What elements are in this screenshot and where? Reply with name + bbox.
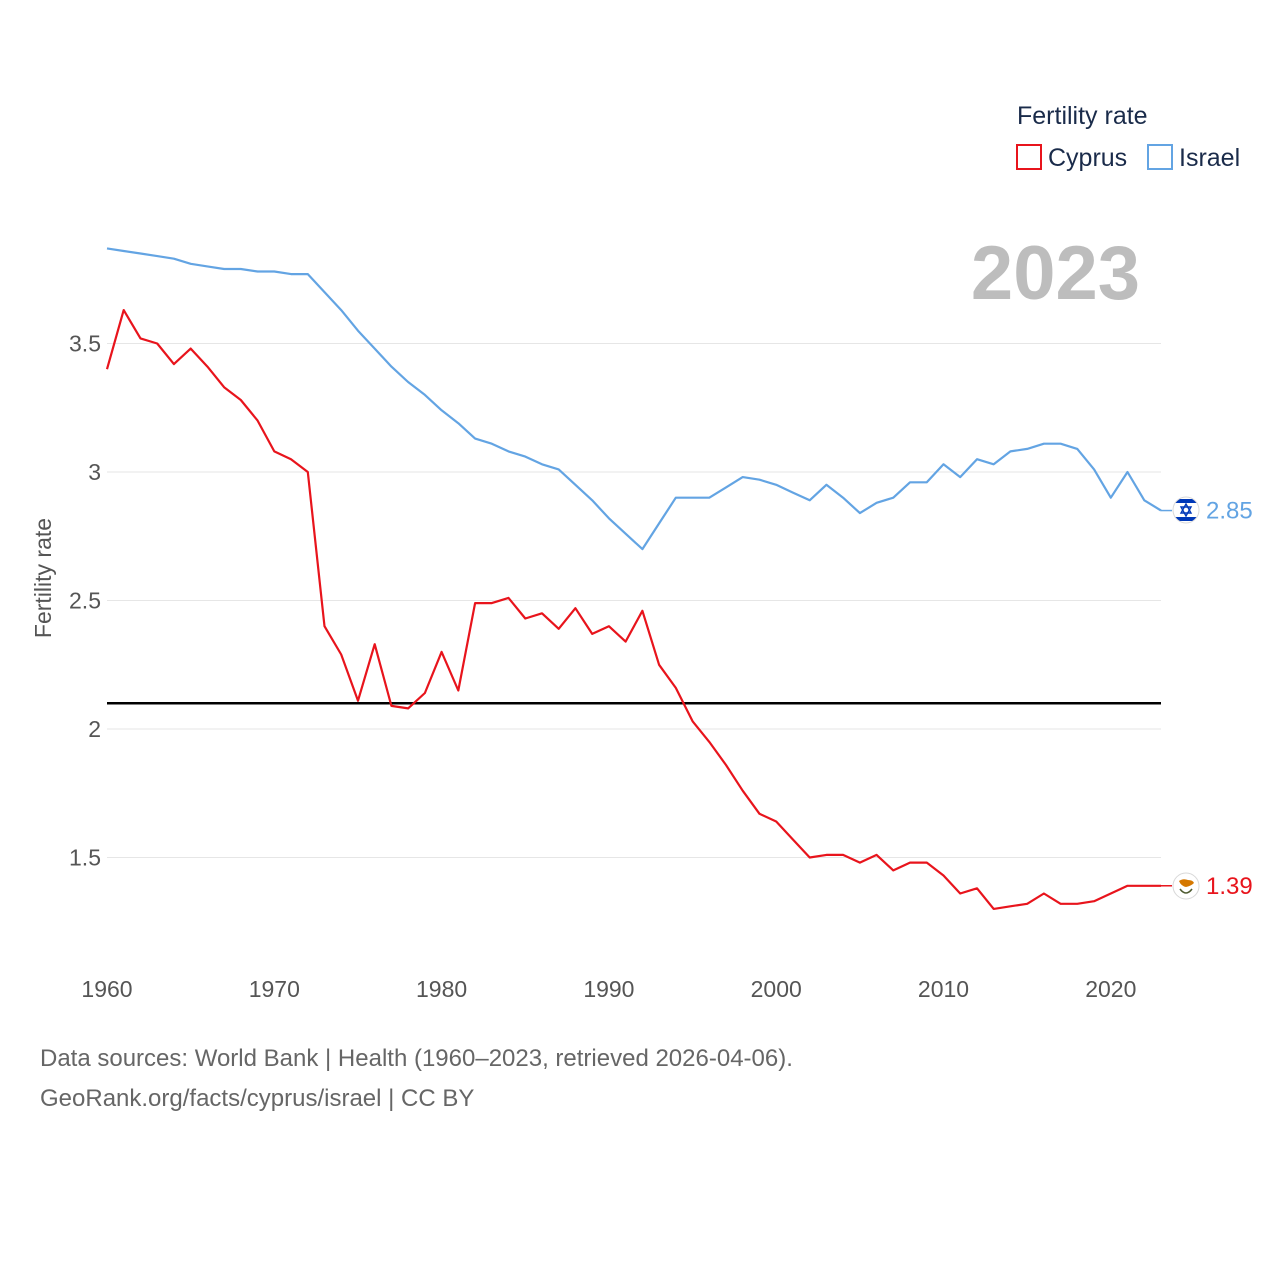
end-label-israel: 2.85 <box>1206 498 1253 525</box>
series-lines <box>105 247 1162 911</box>
x-tick-label: 1980 <box>416 976 467 1002</box>
y-tick-label: 3 <box>88 459 101 485</box>
x-tick-label: 2000 <box>751 976 802 1002</box>
year-label: 2023 <box>971 231 1140 316</box>
series-line-israel <box>106 247 1162 551</box>
legend-title: Fertility rate <box>1017 102 1148 130</box>
x-axis-ticks: 1960 1970 1980 1990 2000 2010 2020 <box>81 976 1136 1002</box>
footer-attribution-line: GeoRank.org/facts/cyprus/israel | CC BY <box>40 1085 475 1112</box>
grid-lines <box>107 343 1161 858</box>
y-tick-label: 2 <box>88 716 101 742</box>
y-tick-label: 2.5 <box>69 588 101 614</box>
y-axis-ticks: 1.5 2 2.5 3 3.5 <box>69 331 101 871</box>
cyprus-flag-icon <box>1172 872 1200 900</box>
x-tick-label: 2020 <box>1085 976 1136 1002</box>
x-tick-label: 1970 <box>249 976 300 1002</box>
legend: Fertility rate Cyprus Israel <box>1016 102 1240 172</box>
x-tick-label: 1990 <box>583 976 634 1002</box>
y-axis-title: Fertility rate <box>30 518 56 638</box>
legend-label-cyprus: Cyprus <box>1048 144 1127 172</box>
legend-swatch-cyprus <box>1016 144 1042 170</box>
legend-label-israel: Israel <box>1179 144 1240 172</box>
footer-source-line: Data sources: World Bank | Health (1960–… <box>40 1045 793 1072</box>
israel-flag-icon <box>1172 496 1200 524</box>
legend-swatch-israel <box>1147 144 1173 170</box>
x-tick-label: 2010 <box>918 976 969 1002</box>
x-tick-label: 1960 <box>81 976 132 1002</box>
y-tick-label: 3.5 <box>69 331 101 357</box>
end-label-cyprus: 1.39 <box>1206 873 1253 900</box>
series-line-cyprus <box>105 309 1161 911</box>
y-tick-label: 1.5 <box>69 845 101 871</box>
end-labels: 1.39 2.85 <box>1161 498 1253 900</box>
